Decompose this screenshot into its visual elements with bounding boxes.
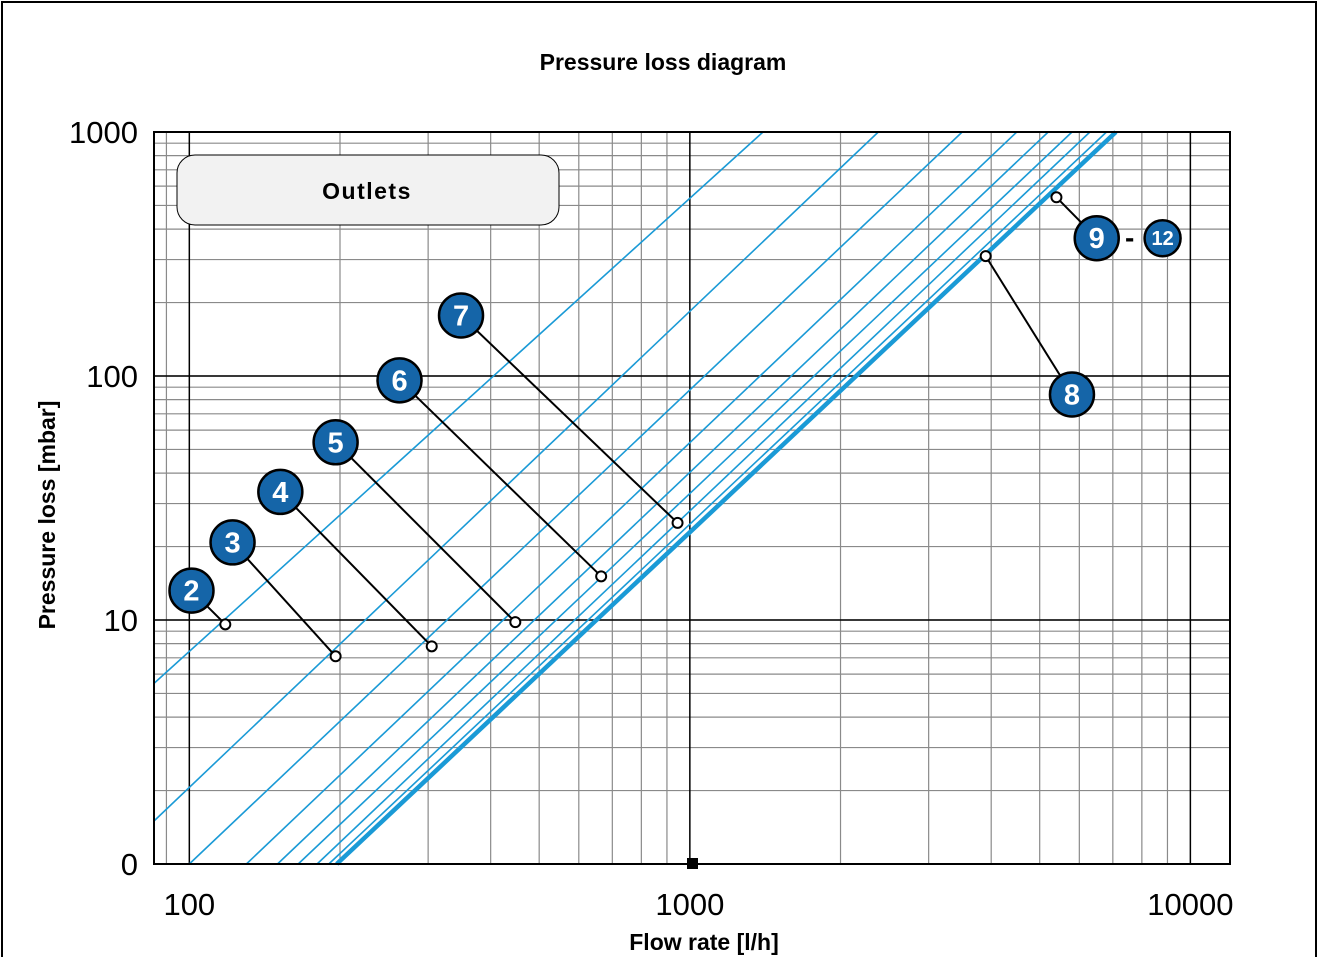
leader-point-9 [1050, 191, 1063, 204]
series-line-7 [316, 131, 1091, 865]
series-line-4 [245, 131, 1018, 865]
leader-line-7 [460, 314, 679, 524]
badge-12-label: 12 [1151, 228, 1173, 250]
badge-9-label: 9 [1089, 223, 1105, 255]
badge-8-circle [1048, 371, 1096, 418]
badge-3-circle [209, 519, 256, 566]
badge-2-circle [168, 567, 215, 614]
y-tick-label: 10 [104, 603, 138, 638]
leader-point-3 [329, 650, 342, 663]
leader-point-7 [671, 516, 684, 529]
series-line-5 [276, 131, 1049, 865]
leader-line-8 [984, 255, 1073, 396]
leader-point-4 [425, 640, 438, 653]
badge-range-dash: - [1125, 222, 1134, 253]
x-axis-label: Flow rate [l/h] [629, 929, 779, 955]
y-axis-label: Pressure loss [mbar] [34, 401, 60, 630]
badge-8-label: 8 [1064, 379, 1080, 411]
series-line-6 [297, 131, 1073, 865]
badge-6-circle [376, 357, 423, 404]
badge-5-circle [312, 419, 359, 466]
badge-2-label: 2 [183, 576, 199, 608]
leader-point-8 [979, 250, 992, 263]
badge-6-label: 6 [391, 365, 407, 397]
y-tick-label: 1000 [69, 115, 138, 150]
chart-title: Pressure loss diagram [540, 49, 787, 75]
badge-3-label: 3 [224, 527, 240, 559]
leader-line-4 [279, 491, 433, 648]
x-tick-label: 100 [163, 887, 215, 922]
x-tick-label: 10000 [1147, 887, 1233, 922]
legend-label: Outlets [322, 178, 412, 204]
x-tick-label: 1000 [655, 887, 724, 922]
badge-9-circle [1073, 214, 1120, 262]
badge-5-label: 5 [328, 427, 344, 459]
y-tick-labels: 0 10 100 1000 [69, 115, 138, 882]
x-tick-labels: 100 1000 10000 [163, 887, 1233, 922]
leader-point-2 [219, 618, 232, 631]
legend-frame [176, 154, 560, 226]
leader-line-6 [398, 379, 602, 578]
series-line-2 [153, 131, 879, 822]
major-grid [154, 132, 1230, 864]
badge-12-circle [1143, 218, 1182, 258]
series-line-3 [188, 131, 963, 865]
leader-line-5 [334, 441, 517, 623]
y-tick-label: 100 [86, 359, 138, 394]
badge-4-label: 4 [272, 477, 288, 509]
origin-marker [687, 858, 698, 869]
series-line-1 [153, 131, 764, 684]
leader-line-3 [231, 541, 337, 657]
series-line-8 [328, 131, 1108, 865]
badge-7-circle [437, 292, 485, 339]
annotations: 234 5 6 7 8 9-12 [168, 191, 1182, 663]
y-tick-label: 0 [121, 847, 138, 882]
leader-point-6 [595, 570, 608, 583]
legend-box: Outlets [176, 154, 560, 226]
leader-point-5 [509, 616, 522, 629]
badge-7-label: 7 [453, 300, 469, 332]
badge-4-circle [257, 468, 304, 516]
